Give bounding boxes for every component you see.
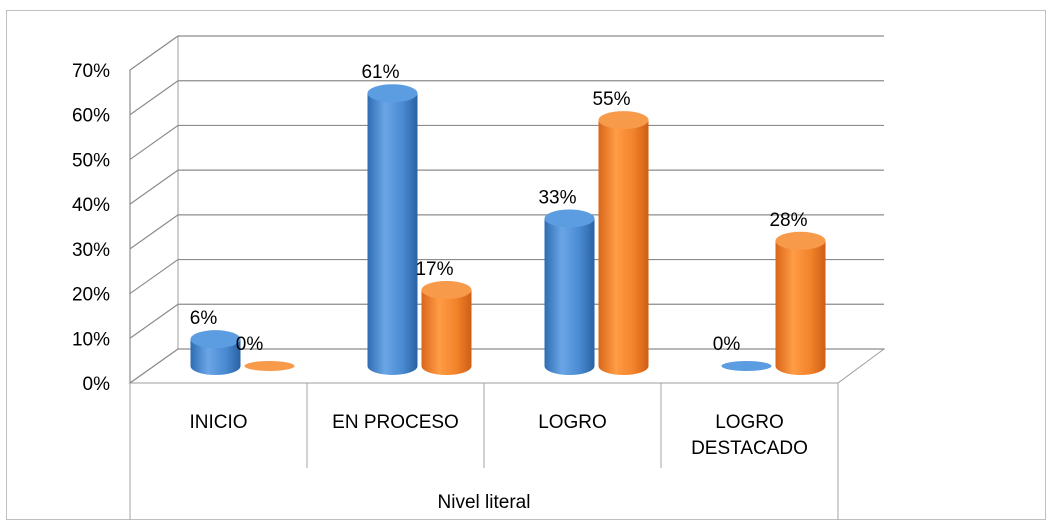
bar-top bbox=[421, 280, 472, 299]
bar-body bbox=[190, 339, 241, 375]
bar-series-a-1 bbox=[367, 84, 418, 375]
bar-body bbox=[367, 93, 418, 375]
chart-frame bbox=[6, 10, 1046, 520]
data-labels: 6% 0% 61% 17% 33% 55% 0% 28% bbox=[190, 62, 808, 355]
gridline bbox=[129, 80, 884, 116]
gridline bbox=[129, 348, 884, 384]
y-tick-label: 10% bbox=[72, 329, 110, 350]
bar-top bbox=[367, 84, 418, 103]
gridlines bbox=[129, 35, 884, 384]
bar-body bbox=[598, 120, 649, 375]
bar-zero-disc bbox=[244, 361, 295, 371]
gridline bbox=[129, 124, 884, 160]
gridline bbox=[129, 35, 884, 71]
gridline bbox=[129, 214, 884, 250]
gridline bbox=[129, 258, 884, 295]
data-label: 0% bbox=[713, 334, 741, 355]
y-tick-label: 60% bbox=[72, 106, 110, 127]
bar-top bbox=[598, 111, 649, 130]
data-label: 33% bbox=[538, 187, 576, 208]
bar-series-a-0 bbox=[190, 330, 241, 375]
group-label: Nivel literal bbox=[438, 492, 531, 513]
data-label: 17% bbox=[415, 259, 453, 280]
x-tick-label: LOGRO bbox=[538, 412, 607, 433]
x-axis: INICIO EN PROCESO LOGRO LOGRO DESTACADO Nivel… bbox=[129, 383, 839, 520]
x-tick-label: LOGRO bbox=[715, 412, 784, 433]
gridline bbox=[129, 303, 884, 339]
gridline bbox=[129, 169, 884, 205]
side-wall bbox=[129, 35, 179, 384]
bar-top bbox=[544, 209, 595, 228]
y-tick-label: 20% bbox=[72, 285, 110, 306]
bar-series-a-3 bbox=[721, 361, 772, 371]
data-label: 61% bbox=[361, 62, 399, 83]
data-label: 28% bbox=[769, 210, 807, 231]
bar-zero-disc bbox=[721, 361, 772, 371]
bar-series-a-2 bbox=[544, 209, 595, 375]
bar-body bbox=[544, 218, 595, 375]
bar-series-b-0 bbox=[244, 361, 295, 371]
chart-walls bbox=[128, 35, 886, 384]
y-tick-label: 0% bbox=[83, 374, 111, 395]
bar-body bbox=[775, 240, 826, 375]
bar-top bbox=[775, 231, 826, 250]
y-axis: 0% 10% 20% 30% 40% 50% 60% 70% bbox=[72, 61, 131, 395]
x-tick-label: INICIO bbox=[189, 412, 247, 433]
bar-series-b-2 bbox=[598, 111, 649, 375]
x-tick-label: DESTACADO bbox=[691, 438, 808, 459]
bar-series-b-3 bbox=[775, 231, 826, 375]
x-tick-label: EN PROCESO bbox=[332, 412, 459, 433]
data-label: 55% bbox=[592, 89, 630, 110]
y-tick-label: 50% bbox=[72, 150, 110, 171]
data-label: 6% bbox=[190, 308, 218, 329]
y-tick-label: 30% bbox=[72, 240, 110, 261]
bar-series-b-1 bbox=[421, 280, 472, 375]
y-tick-label: 70% bbox=[72, 61, 110, 82]
data-label: 0% bbox=[236, 334, 264, 355]
bar-top bbox=[190, 330, 241, 349]
bars bbox=[190, 84, 826, 375]
y-tick-label: 40% bbox=[72, 195, 110, 216]
bar-body bbox=[421, 289, 472, 375]
